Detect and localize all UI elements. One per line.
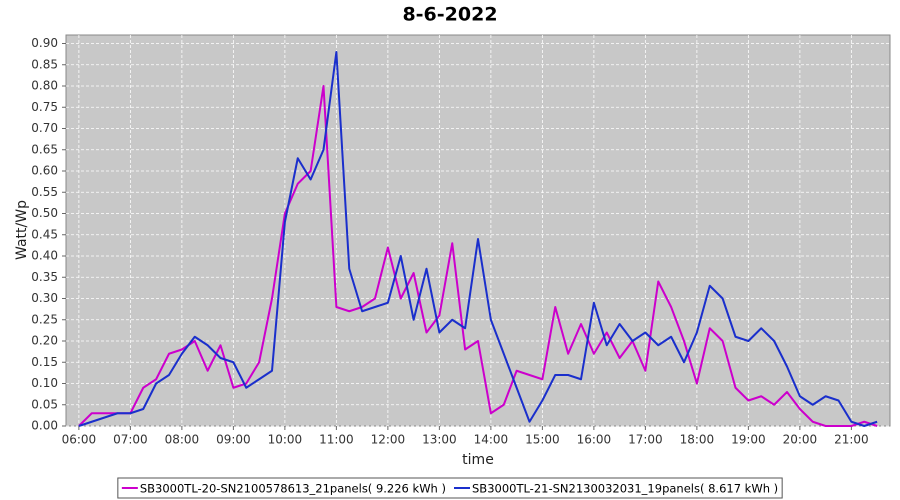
x-tick-label: 10:00 [268,433,303,447]
y-tick-label: 0.70 [31,121,58,135]
y-tick-label: 0.60 [31,164,58,178]
series-line [78,85,878,427]
y-tick-label: 0.00 [31,419,58,433]
chart-title: 8-6-2022 [402,4,497,26]
y-tick-label: 0.45 [31,227,58,241]
plot-area [65,34,891,427]
x-axis-label: time [462,452,494,468]
x-tick-label: 19:00 [731,433,766,447]
x-tick-label: 08:00 [165,433,200,447]
x-tick-label: 18:00 [680,433,715,447]
legend-label: SB3000TL-21-SN2130032031_19panels( 8.617… [472,482,778,496]
y-tick-label: 0.65 [31,142,58,156]
y-tick-label: 0.90 [31,36,58,50]
x-tick-label: 14:00 [474,433,509,447]
y-tick-label: 0.10 [31,376,58,390]
y-tick-label: 0.25 [31,312,58,326]
x-tick-label: 09:00 [216,433,251,447]
y-tick-label: 0.75 [31,100,58,114]
x-tick-label: 21:00 [834,433,869,447]
y-tick-label: 0.55 [31,185,58,199]
y-axis-label: Watt/Wp [14,200,30,260]
x-tick-label: 07:00 [113,433,148,447]
x-tick-label: 13:00 [422,433,457,447]
x-tick-label: 11:00 [319,433,354,447]
y-tick-label: 0.40 [31,249,58,263]
x-tick-label: 15:00 [525,433,560,447]
y-tick-label: 0.05 [31,397,58,411]
legend-box [117,477,783,499]
y-tick-label: 0.20 [31,334,58,348]
series-line [78,51,878,427]
y-tick-label: 0.50 [31,206,58,220]
legend-label: SB3000TL-20-SN2100578613_21panels( 9.226… [140,482,446,496]
y-tick-label: 0.35 [31,270,58,284]
y-tick-label: 0.85 [31,57,58,71]
y-tick-label: 0.80 [31,79,58,93]
x-tick-label: 17:00 [628,433,663,447]
legend: SB3000TL-20-SN2100578613_21panels( 9.226… [117,477,783,499]
x-tick-label: 20:00 [783,433,818,447]
y-tick-label: 0.15 [31,355,58,369]
x-tick-label: 06:00 [62,433,97,447]
y-tick-label: 0.30 [31,291,58,305]
x-tick-label: 16:00 [577,433,612,447]
x-tick-label: 12:00 [371,433,406,447]
